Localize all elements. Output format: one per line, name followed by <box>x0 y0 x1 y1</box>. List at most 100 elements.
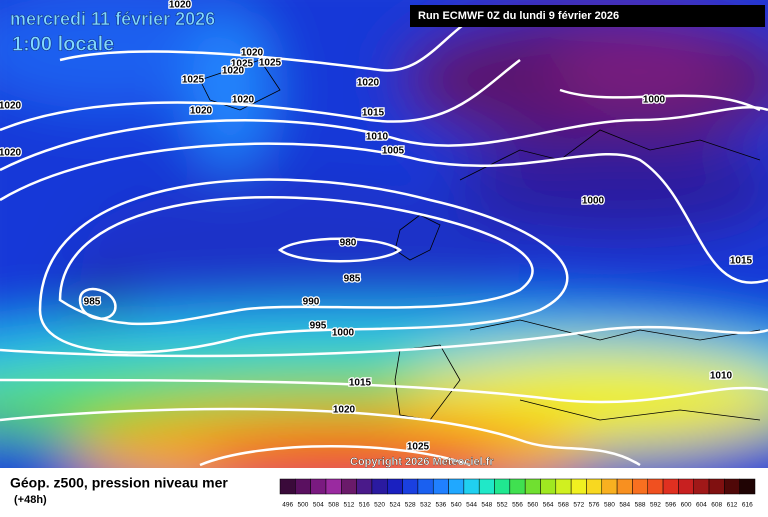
scale-swatch <box>295 478 311 495</box>
isobar <box>38 178 569 354</box>
isobar <box>58 195 534 326</box>
scale-label: 548 <box>481 502 492 509</box>
isobar-label: 990 <box>303 297 320 308</box>
scale-swatch <box>616 478 633 495</box>
run-info: Run ECMWF 0Z du lundi 9 février 2026 <box>418 10 619 22</box>
isobar-label: 1020 <box>232 95 255 106</box>
scale-label: 524 <box>389 502 400 509</box>
scale-label: 616 <box>742 502 753 509</box>
scale-label: 528 <box>405 502 416 509</box>
scale-swatch <box>586 478 603 495</box>
scale-label: 600 <box>681 502 692 509</box>
scale-label: 592 <box>650 502 661 509</box>
scale-label: 604 <box>696 502 707 509</box>
scale-label: 556 <box>512 502 523 509</box>
scale-swatch <box>524 478 541 495</box>
scale-swatch <box>570 478 587 495</box>
scale-swatch <box>494 478 511 495</box>
scale-swatch <box>601 478 618 495</box>
scale-swatch <box>341 478 357 495</box>
map-title: mercredi 11 février 2026 <box>10 9 215 29</box>
field-blob <box>450 140 768 240</box>
scale-label: 576 <box>589 502 600 509</box>
scale-label: 536 <box>435 502 446 509</box>
isobar <box>277 237 403 263</box>
isobar <box>0 325 768 358</box>
isobar-label: 1000 <box>643 95 666 106</box>
isobar-label: 995 <box>310 321 327 332</box>
copyright: Copyright 2026 Meteociel.fr <box>350 456 494 468</box>
isobar <box>0 59 521 132</box>
scale-label: 504 <box>313 502 324 509</box>
scale-label: 496 <box>282 502 293 509</box>
scale-label: 516 <box>359 502 370 509</box>
scale-swatch <box>555 478 572 495</box>
isobar <box>59 18 471 72</box>
isobar-label: 1000 <box>332 328 355 339</box>
isobar-label: 1020 <box>241 48 264 59</box>
scale-label: 572 <box>573 502 584 509</box>
scale-label: 584 <box>619 502 630 509</box>
isobar-label: 1010 <box>710 371 733 382</box>
scale-swatch <box>463 478 480 495</box>
scale-label: 512 <box>344 502 355 509</box>
isobar <box>78 287 117 320</box>
isobar-label: 1000 <box>582 196 605 207</box>
scale-swatch <box>356 478 373 495</box>
map-time: 1:00 locale <box>12 33 114 55</box>
scale-swatch <box>708 478 725 495</box>
isobar-label: 1015 <box>349 378 372 389</box>
scale-swatch <box>402 478 419 495</box>
isobar-label: 1015 <box>730 256 753 267</box>
scale-swatch <box>448 478 465 495</box>
isobar-label: 1020 <box>222 66 245 77</box>
scale-swatch <box>432 478 449 495</box>
isobar <box>0 378 768 404</box>
scale-swatch <box>509 478 526 495</box>
isobar-label: 1025 <box>182 75 205 86</box>
field-blob <box>190 10 270 170</box>
isobar-label: 1020 <box>169 0 192 11</box>
scale-swatch <box>417 478 434 495</box>
run-box <box>410 5 765 27</box>
isobar-label: 1020 <box>190 106 213 117</box>
legend-title: Géop. z500, pression niveau mer <box>10 475 228 491</box>
scale-swatch <box>678 478 694 495</box>
isobar-label: 1020 <box>333 405 356 416</box>
isobar <box>0 407 641 467</box>
scale-label: 612 <box>727 502 738 509</box>
scale-swatch <box>310 478 327 495</box>
isobar <box>0 106 768 172</box>
scale-label: 500 <box>298 502 309 509</box>
scale-swatch <box>478 478 495 495</box>
scale-swatch <box>647 478 664 495</box>
isobar-label: 1025 <box>259 58 282 69</box>
scale-swatch <box>371 478 388 495</box>
scale-swatch <box>632 478 648 495</box>
isobars <box>0 18 768 467</box>
scale-label: 540 <box>451 502 462 509</box>
scale-label: 544 <box>466 502 477 509</box>
scale-swatch <box>325 478 342 495</box>
scale-swatch <box>662 478 679 495</box>
isobar-label: 1025 <box>231 59 254 70</box>
scale-label: 564 <box>543 502 554 509</box>
scale-label: 608 <box>711 502 722 509</box>
field-blob <box>80 180 520 320</box>
color-scale: 496 500 504 508 512 516 520 524 528 532 536 540 544 5… <box>279 478 756 509</box>
isobar-label: 980 <box>340 238 357 249</box>
isobar <box>0 142 768 284</box>
scale-label: 560 <box>527 502 538 509</box>
scale-swatch <box>739 478 756 495</box>
scale-label: 580 <box>604 502 615 509</box>
isobar-label: 1020 <box>357 78 380 89</box>
isobar-label: 985 <box>344 274 361 285</box>
isobar <box>559 88 761 112</box>
scale-swatch <box>387 478 403 495</box>
isobar-label: 1015 <box>362 108 385 119</box>
isobar-label: 1020 <box>0 101 22 112</box>
scale-label: 568 <box>558 502 569 509</box>
isobar <box>199 445 471 467</box>
